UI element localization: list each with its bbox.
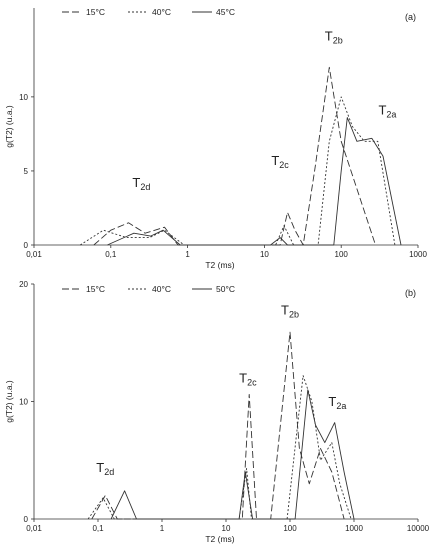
legend-label: 15°C [86, 284, 105, 294]
panel-label: (b) [405, 288, 416, 298]
x-tick-label: 10 [260, 250, 269, 259]
series-line-45°C [107, 117, 402, 246]
x-tick-label: 10 [222, 524, 231, 533]
x-tick-label: 0,1 [105, 250, 117, 259]
peak-label: T2a [378, 103, 396, 120]
x-axis-title: T2 (ms) [205, 534, 234, 544]
x-tick-label: 0,01 [26, 250, 42, 259]
y-tick-label: 10 [19, 93, 28, 102]
series-line-50°C [110, 389, 355, 520]
series-line-15°C [93, 66, 376, 246]
legend-label: 45°C [216, 7, 235, 17]
peak-label: T2c [271, 153, 289, 170]
series-line-40°C [87, 375, 352, 520]
y-tick-label: 20 [19, 280, 28, 289]
x-tick-label: 1000 [345, 524, 363, 533]
y-axis-title: g(T2) (u.a.) [4, 105, 14, 148]
peak-label: T2b [325, 29, 343, 46]
x-tick-label: 100 [283, 524, 297, 533]
x-tick-label: 1 [160, 524, 165, 533]
legend-label: 15°C [86, 7, 105, 17]
legend-label: 40°C [152, 284, 171, 294]
y-tick-label: 0 [24, 515, 29, 524]
x-tick-label: 0,1 [92, 524, 104, 533]
y-tick-label: 10 [19, 398, 28, 407]
x-axis-title: T2 (ms) [205, 260, 234, 270]
legend-label: 50°C [216, 284, 235, 294]
panel-label: (a) [405, 12, 416, 22]
x-tick-label: 10000 [407, 524, 429, 533]
y-axis-title: g(T2) (u.a.) [4, 380, 14, 423]
x-tick-label: 100 [335, 250, 349, 259]
x-tick-label: 1000 [409, 250, 427, 259]
x-tick-label: 0,01 [26, 524, 42, 533]
y-tick-label: 0 [24, 241, 29, 250]
series-line-15°C [91, 331, 345, 520]
peak-label: T2d [96, 460, 114, 477]
peak-label: T2b [281, 303, 299, 320]
peak-label: T2a [328, 394, 346, 411]
legend-label: 40°C [152, 7, 171, 17]
chart-panel-1: 0,01 0,1 1 10 100 1000 10000 0 10 20 T2 (ms) g(T2) … [4, 280, 429, 544]
peak-label: T2c [239, 371, 257, 388]
y-tick-label: 5 [24, 167, 29, 176]
chart-panel-0: 0,01 0,1 1 10 100 1000 0 5 10 T2 (ms) g(T2) (u.a.)… [4, 7, 427, 270]
x-tick-label: 1 [185, 250, 190, 259]
peak-label: T2d [132, 175, 150, 192]
